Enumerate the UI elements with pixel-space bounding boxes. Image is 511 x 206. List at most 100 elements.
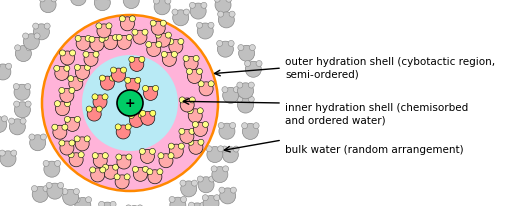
Circle shape — [126, 78, 140, 92]
Circle shape — [188, 69, 201, 83]
Circle shape — [223, 166, 228, 172]
Circle shape — [112, 35, 119, 41]
Circle shape — [253, 123, 259, 129]
Circle shape — [188, 139, 194, 145]
Circle shape — [132, 166, 138, 172]
Circle shape — [69, 140, 75, 146]
Circle shape — [0, 64, 11, 80]
Circle shape — [248, 96, 254, 102]
Circle shape — [54, 65, 60, 71]
Circle shape — [120, 16, 125, 22]
Circle shape — [64, 116, 71, 122]
Circle shape — [15, 46, 31, 62]
Circle shape — [0, 117, 7, 132]
Circle shape — [95, 0, 110, 11]
Circle shape — [208, 22, 214, 28]
Circle shape — [20, 118, 26, 124]
Circle shape — [133, 167, 147, 181]
Circle shape — [111, 68, 126, 82]
Circle shape — [39, 0, 45, 2]
Circle shape — [99, 36, 105, 42]
Circle shape — [44, 23, 50, 29]
Circle shape — [93, 51, 99, 57]
Text: bulk water (random arrangement): bulk water (random arrangement) — [285, 145, 463, 155]
Circle shape — [180, 98, 194, 112]
Circle shape — [172, 9, 178, 15]
Circle shape — [69, 87, 75, 94]
Circle shape — [209, 176, 215, 182]
Circle shape — [29, 134, 35, 140]
Circle shape — [33, 23, 39, 29]
Circle shape — [198, 139, 204, 145]
Circle shape — [184, 56, 198, 70]
Circle shape — [179, 97, 185, 103]
Circle shape — [52, 124, 58, 130]
Circle shape — [92, 94, 98, 100]
Circle shape — [104, 36, 118, 50]
Circle shape — [115, 124, 121, 130]
Circle shape — [207, 146, 223, 163]
Circle shape — [159, 154, 173, 168]
Circle shape — [242, 123, 248, 129]
Circle shape — [237, 82, 243, 88]
Circle shape — [93, 95, 107, 109]
Circle shape — [140, 110, 146, 116]
Circle shape — [75, 64, 80, 70]
Circle shape — [197, 22, 202, 28]
Circle shape — [130, 57, 144, 71]
Circle shape — [230, 122, 236, 129]
Circle shape — [135, 77, 141, 83]
Circle shape — [102, 94, 108, 100]
Circle shape — [218, 11, 224, 17]
Circle shape — [199, 82, 213, 96]
Text: outer hydration shell (cybotactic region,
semi-ordered): outer hydration shell (cybotactic region… — [285, 57, 495, 80]
Circle shape — [245, 61, 250, 67]
Circle shape — [34, 33, 40, 39]
Circle shape — [14, 101, 19, 107]
Circle shape — [222, 87, 228, 93]
Circle shape — [137, 205, 143, 206]
Circle shape — [76, 36, 90, 50]
Circle shape — [192, 180, 197, 186]
Circle shape — [89, 36, 95, 42]
Circle shape — [169, 144, 183, 158]
Circle shape — [183, 55, 189, 61]
Circle shape — [143, 85, 149, 91]
Text: +: + — [125, 96, 135, 110]
Circle shape — [147, 169, 153, 175]
Circle shape — [198, 177, 214, 193]
Circle shape — [99, 201, 105, 206]
Circle shape — [75, 198, 91, 206]
Circle shape — [218, 146, 224, 152]
Circle shape — [139, 56, 145, 62]
Circle shape — [60, 51, 75, 65]
Circle shape — [165, 0, 171, 4]
Circle shape — [206, 146, 212, 152]
Circle shape — [58, 182, 64, 188]
Circle shape — [62, 188, 68, 194]
Circle shape — [215, 0, 231, 13]
Circle shape — [219, 123, 235, 139]
Circle shape — [24, 34, 39, 50]
Circle shape — [189, 97, 195, 103]
Circle shape — [141, 111, 155, 125]
Circle shape — [192, 121, 198, 128]
Circle shape — [84, 64, 90, 70]
Circle shape — [202, 121, 208, 128]
Circle shape — [214, 195, 220, 201]
Circle shape — [115, 175, 129, 189]
Circle shape — [116, 34, 122, 40]
Circle shape — [166, 32, 171, 38]
Circle shape — [124, 174, 130, 180]
Circle shape — [75, 137, 89, 151]
Circle shape — [126, 154, 132, 160]
Circle shape — [217, 40, 223, 46]
Circle shape — [160, 20, 166, 26]
Circle shape — [65, 117, 79, 131]
Circle shape — [55, 66, 69, 80]
Circle shape — [99, 202, 115, 206]
Circle shape — [74, 188, 79, 194]
Circle shape — [193, 123, 207, 136]
Circle shape — [193, 55, 199, 61]
Circle shape — [96, 23, 102, 29]
